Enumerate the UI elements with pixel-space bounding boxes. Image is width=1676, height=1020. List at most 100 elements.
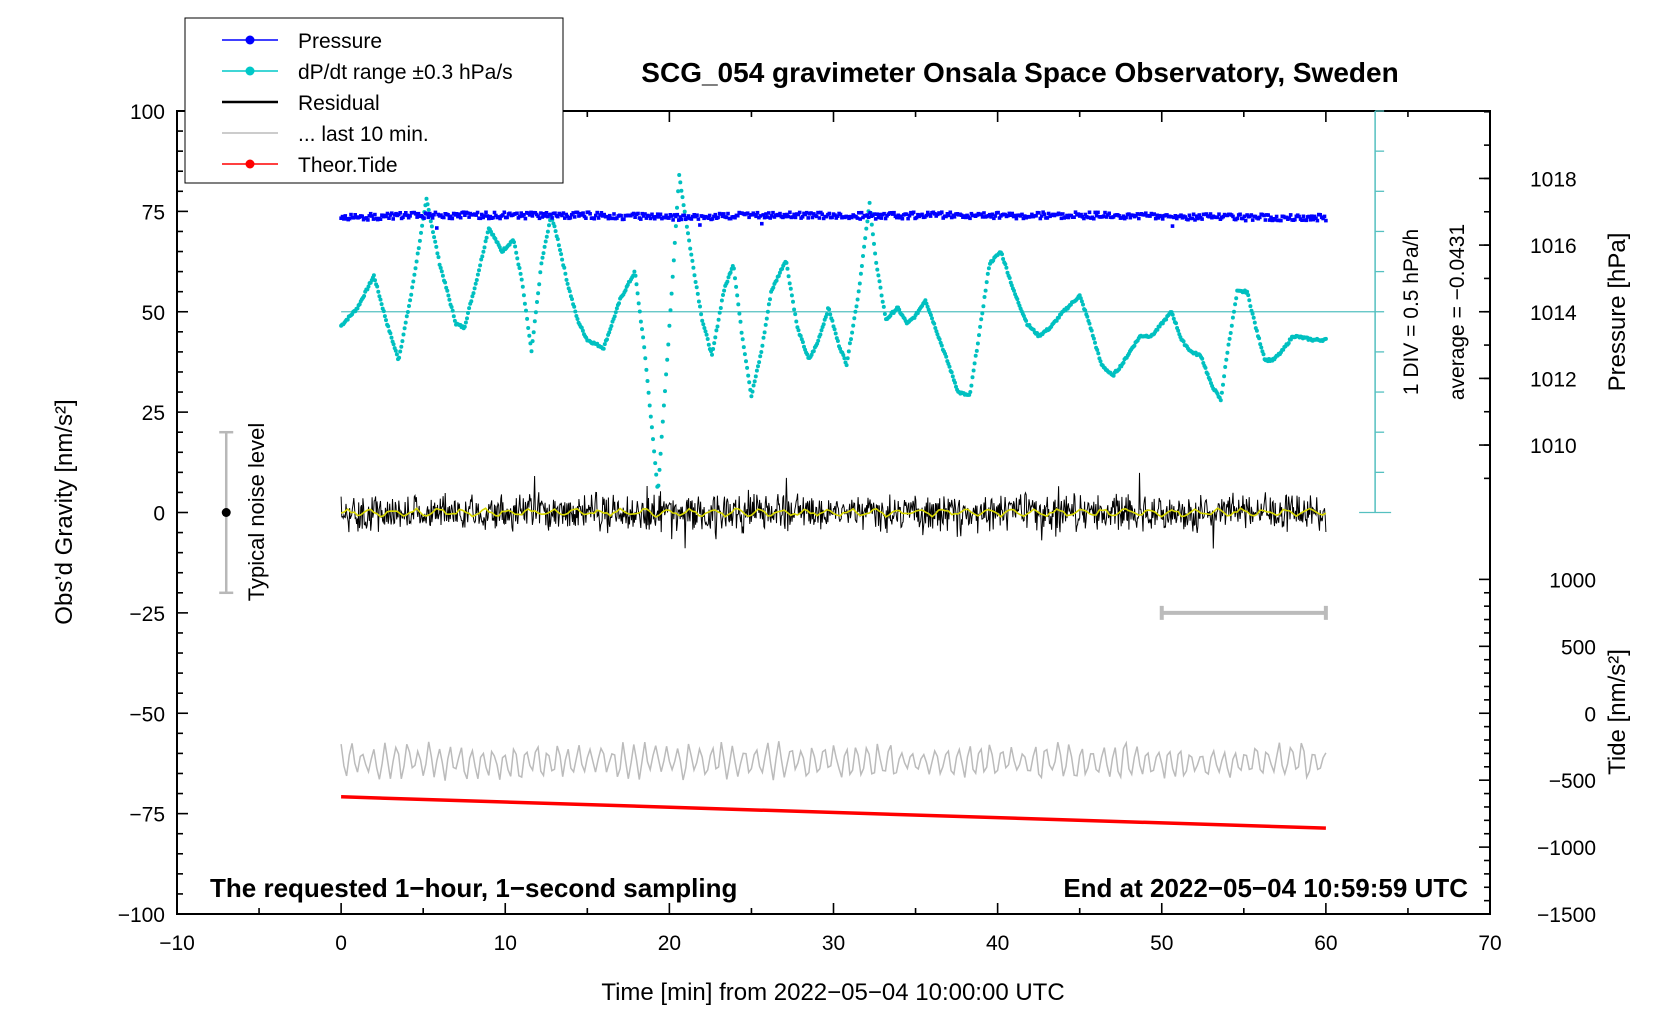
- dpdt-point: [649, 425, 654, 430]
- dpdt-point: [465, 316, 469, 321]
- pressure-point: [556, 214, 560, 219]
- pressure-point: [895, 215, 899, 220]
- pressure-point: [1020, 212, 1024, 217]
- legend-label: ... last 10 min.: [298, 123, 429, 146]
- dpdt-point: [573, 309, 578, 314]
- dpdt-point: [949, 370, 954, 375]
- pressure-point: [990, 212, 995, 217]
- dpdt-point: [398, 349, 403, 354]
- pressure-point: [1034, 213, 1038, 218]
- chart-title: SCG_054 gravimeter Onsala Space Observat…: [641, 57, 1398, 88]
- tide-tick-label: 500: [1561, 636, 1596, 659]
- pressure-point: [996, 210, 1000, 215]
- dpdt-point: [1024, 318, 1029, 323]
- dpdt-point: [656, 483, 661, 488]
- dpdt-point: [653, 461, 658, 466]
- dpdt-point: [798, 333, 803, 338]
- dpdt-point: [1083, 308, 1088, 313]
- dpdt-point: [382, 314, 387, 319]
- pressure-point: [610, 216, 615, 221]
- pressure-point: [608, 213, 612, 218]
- dpdt-point: [1007, 276, 1012, 280]
- dpdt-point: [754, 368, 759, 373]
- dpdt-point: [1227, 336, 1232, 341]
- pressure-point: [385, 211, 390, 216]
- dpdt-point: [854, 304, 859, 309]
- dpdt-point: [756, 364, 760, 369]
- pressure-point: [685, 216, 689, 220]
- pressure-point: [530, 214, 535, 218]
- pressure-point: [501, 213, 505, 217]
- pressure-point: [537, 216, 542, 221]
- pressure-point: [722, 212, 726, 216]
- dpdt-point: [531, 330, 536, 335]
- tide-tick-label: −500: [1549, 770, 1596, 793]
- pressure-point: [650, 212, 654, 217]
- dpdt-point: [974, 348, 979, 353]
- dpdt-point: [484, 235, 489, 240]
- pressure-point: [563, 216, 567, 220]
- dpdt-point: [747, 380, 752, 385]
- pressure-point: [572, 215, 577, 219]
- dpdt-point: [879, 293, 884, 298]
- pressure-point: [1238, 212, 1242, 217]
- dpdt-point: [479, 257, 484, 262]
- pressure-point: [940, 210, 944, 214]
- dpdt-point: [811, 349, 816, 354]
- pressure-point: [771, 210, 775, 215]
- dpdt-point: [821, 322, 826, 327]
- tide-tick-label: 0: [1584, 703, 1596, 726]
- pressure-point: [695, 213, 699, 217]
- dpdt-point: [1003, 262, 1008, 267]
- pressure-point: [430, 216, 435, 220]
- pressure-point: [1121, 214, 1126, 218]
- dpdt-point: [686, 231, 690, 236]
- dpdt-point: [1250, 311, 1255, 316]
- pressure-point: [1173, 214, 1178, 218]
- pressure-point: [1288, 213, 1293, 217]
- dpdt-point: [849, 337, 853, 342]
- dpdt-point: [559, 252, 564, 257]
- pressure-point: [588, 212, 592, 216]
- pressure-point: [896, 213, 900, 218]
- dpdt-point: [400, 339, 405, 344]
- dpdt-point: [381, 309, 386, 314]
- dpdt-point: [699, 312, 704, 317]
- pressure-point: [947, 213, 951, 218]
- pressure-point: [858, 217, 862, 221]
- dpdt-point: [552, 224, 557, 229]
- dpdt-point: [466, 311, 470, 315]
- pressure-point: [370, 214, 374, 218]
- pressure-point: [1155, 213, 1159, 218]
- pressure-point: [484, 210, 488, 215]
- pressure-point: [1127, 212, 1131, 216]
- dpdt-point: [524, 308, 528, 313]
- pressure-point: [1059, 216, 1064, 221]
- noise-center-dot: [221, 508, 231, 517]
- pressure-point: [631, 211, 636, 216]
- dpdt-point: [681, 203, 686, 208]
- pressure-point: [1243, 218, 1248, 223]
- dpdt-point: [793, 312, 798, 317]
- pressure-point: [405, 213, 409, 218]
- dpdt-point: [1221, 382, 1225, 387]
- dpdt-point: [718, 306, 723, 310]
- dpdt-point: [1079, 299, 1084, 304]
- dpdt-point: [420, 223, 425, 228]
- pressure-point: [622, 217, 626, 221]
- pressure-point: [1231, 214, 1235, 219]
- dpdt-point: [376, 289, 381, 294]
- dpdt-point: [668, 308, 673, 313]
- pressure-point: [827, 211, 832, 216]
- pressure-point: [1124, 215, 1128, 220]
- pressure-point: [769, 214, 774, 218]
- dpdt-point: [865, 219, 870, 224]
- dpdt-point: [835, 339, 840, 343]
- dpdt-point: [540, 255, 545, 260]
- pressure-point: [1314, 216, 1318, 221]
- dpdt-point: [1164, 317, 1169, 322]
- pressure-point: [850, 215, 854, 220]
- dpdt-point: [469, 299, 474, 304]
- pressure-point: [1318, 213, 1322, 217]
- pressure-point: [1101, 214, 1106, 218]
